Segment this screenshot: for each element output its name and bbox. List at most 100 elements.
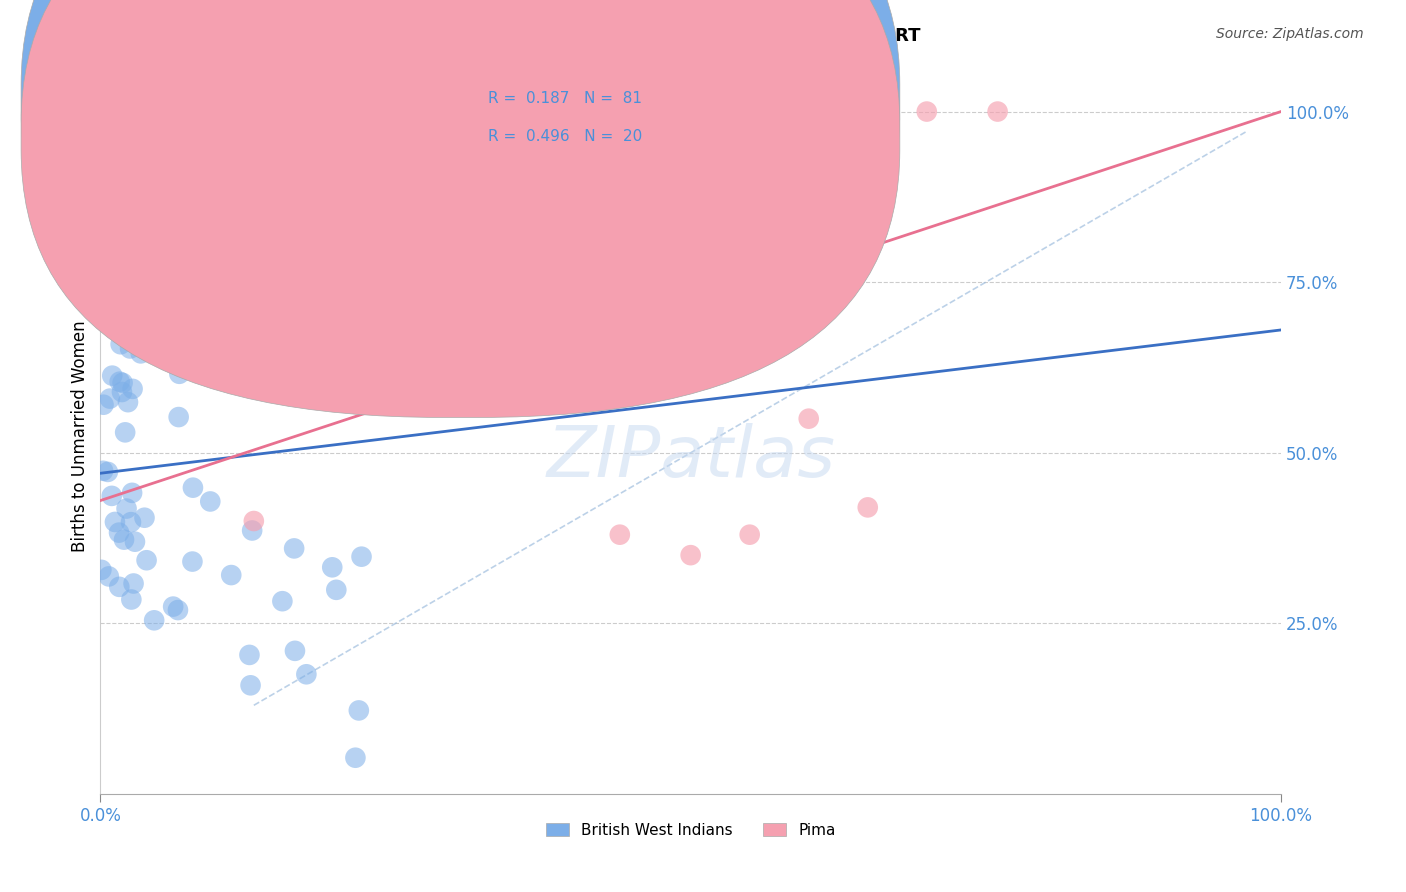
Point <box>167 603 190 617</box>
Point <box>105 178 128 192</box>
Point <box>110 337 132 351</box>
Point <box>108 580 131 594</box>
Point <box>121 382 143 396</box>
Point <box>347 703 370 717</box>
Y-axis label: Births to Unmarried Women: Births to Unmarried Women <box>72 320 89 551</box>
Point <box>104 186 127 201</box>
Point <box>110 224 132 238</box>
Point <box>679 548 702 562</box>
Point <box>467 241 489 255</box>
Point <box>283 541 305 556</box>
Point <box>120 592 142 607</box>
Point <box>915 104 938 119</box>
Point <box>127 215 149 229</box>
Point <box>111 310 134 324</box>
Point <box>124 534 146 549</box>
Point <box>129 346 152 360</box>
Point <box>107 252 129 267</box>
Point <box>295 667 318 681</box>
Point <box>97 465 120 479</box>
Point <box>108 375 131 389</box>
Legend: British West Indians, Pima: British West Indians, Pima <box>540 816 842 844</box>
Point <box>127 130 149 145</box>
Point <box>100 489 122 503</box>
Point <box>797 411 820 425</box>
Point <box>117 147 139 161</box>
Point <box>90 563 112 577</box>
Point <box>101 368 124 383</box>
Point <box>169 367 191 381</box>
Point <box>321 560 343 574</box>
Point <box>284 644 307 658</box>
Point <box>239 678 262 692</box>
Point <box>231 104 253 119</box>
Point <box>108 321 131 335</box>
Point <box>148 104 170 119</box>
Point <box>143 613 166 627</box>
Point <box>108 525 131 540</box>
Text: Source: ZipAtlas.com: Source: ZipAtlas.com <box>1216 27 1364 41</box>
Point <box>200 494 222 508</box>
Point <box>94 203 117 218</box>
Point <box>773 104 796 119</box>
Point <box>122 576 145 591</box>
Point <box>104 305 127 319</box>
Point <box>146 313 169 327</box>
Point <box>111 384 134 399</box>
Point <box>987 104 1010 119</box>
Point <box>103 281 125 295</box>
Point <box>238 648 260 662</box>
Point <box>131 299 153 313</box>
Point <box>111 376 134 390</box>
Text: BRITISH WEST INDIAN VS PIMA BIRTHS TO UNMARRIED WOMEN CORRELATION CHART: BRITISH WEST INDIAN VS PIMA BIRTHS TO UN… <box>56 27 921 45</box>
Point <box>243 514 266 528</box>
Point <box>845 104 868 119</box>
Point <box>633 104 655 119</box>
Point <box>107 215 129 229</box>
Point <box>325 582 347 597</box>
Point <box>120 342 142 356</box>
Point <box>127 248 149 262</box>
Point <box>128 281 150 295</box>
Text: R =  0.496   N =  20: R = 0.496 N = 20 <box>488 129 643 144</box>
Point <box>134 510 156 524</box>
Point <box>93 398 115 412</box>
Point <box>121 486 143 500</box>
Point <box>344 750 367 764</box>
Point <box>167 410 190 425</box>
Point <box>107 226 129 240</box>
Point <box>537 364 560 378</box>
Point <box>91 464 114 478</box>
Point <box>609 527 631 541</box>
Point <box>114 425 136 440</box>
Point <box>856 500 879 515</box>
Point <box>117 395 139 409</box>
Point <box>738 527 761 541</box>
Point <box>135 553 157 567</box>
Point <box>271 594 294 608</box>
Point <box>97 569 120 583</box>
Point <box>350 549 373 564</box>
Point <box>181 481 204 495</box>
Point <box>112 533 135 547</box>
Point <box>181 555 204 569</box>
Point <box>128 208 150 222</box>
Text: ZIPatlas: ZIPatlas <box>546 423 835 491</box>
Point <box>98 392 121 406</box>
Point <box>136 343 159 358</box>
Point <box>112 104 135 119</box>
Point <box>107 161 129 176</box>
Point <box>162 599 184 614</box>
Text: R =  0.187   N =  81: R = 0.187 N = 81 <box>488 91 643 105</box>
Point <box>110 213 132 227</box>
Point <box>120 515 142 529</box>
Point <box>107 177 129 191</box>
Point <box>100 273 122 287</box>
Point <box>219 568 242 582</box>
Point <box>120 215 142 229</box>
Point <box>98 253 121 268</box>
Point <box>703 104 725 119</box>
Point <box>108 200 131 214</box>
Point <box>104 515 127 529</box>
Point <box>159 313 181 327</box>
